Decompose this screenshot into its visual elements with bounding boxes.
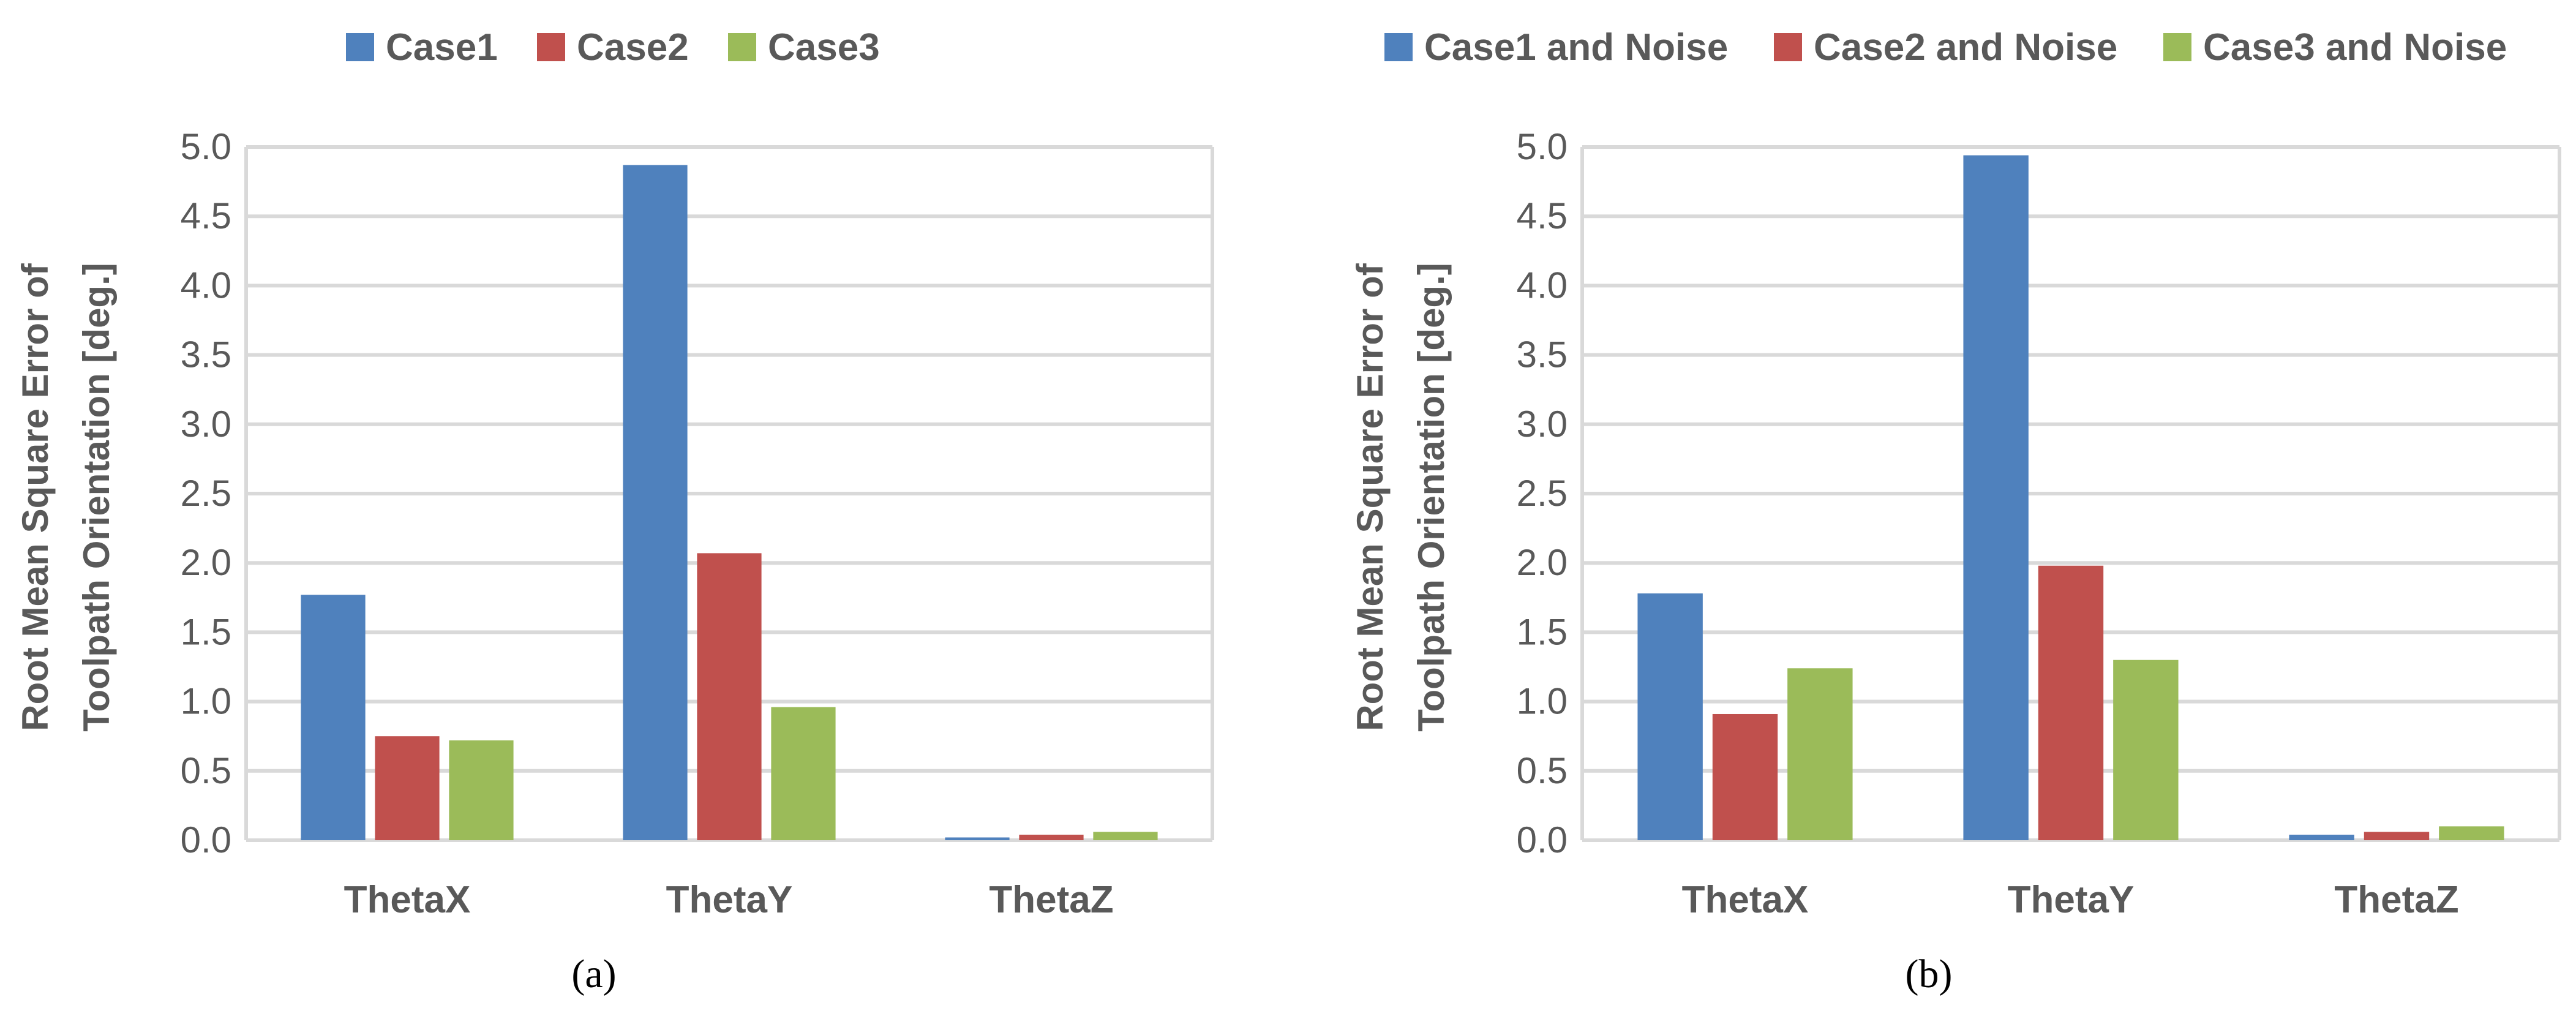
bar-thetay-series2	[2038, 565, 2104, 840]
bar-thetay-series3	[2113, 660, 2179, 840]
bar-thetaz-series3	[1093, 832, 1158, 840]
bar-thetaz-series2	[2364, 832, 2430, 840]
x-category-label: ThetaY	[666, 879, 793, 921]
y-axis-label: Toolpath Orientation [deg.]	[76, 263, 117, 731]
panel-label: (a)	[571, 952, 616, 996]
legend-entry: Case3	[768, 26, 880, 69]
y-tick-label: 2.5	[181, 473, 231, 514]
y-axis-label: Toolpath Orientation [deg.]	[1411, 263, 1452, 731]
legend-swatch	[346, 33, 374, 61]
bar-thetaz-series3	[2439, 826, 2504, 840]
x-category-label: ThetaX	[1682, 879, 1809, 921]
panel-label: (b)	[1906, 952, 1953, 996]
y-tick-label: 1.5	[181, 611, 231, 652]
y-tick-label: 0.0	[1517, 819, 1568, 860]
bar-thetax-series2	[1712, 713, 1778, 840]
bar-thetay-series3	[771, 707, 836, 840]
y-tick-label: 4.0	[181, 265, 231, 306]
legend-entry: Case1	[386, 26, 498, 69]
y-tick-label: 0.0	[181, 819, 231, 860]
y-tick-label: 1.0	[181, 681, 231, 722]
y-axis-label: Root Mean Square Error of	[15, 263, 56, 731]
bar-thetaz-series1	[2289, 834, 2354, 840]
legend-swatch	[1384, 33, 1413, 61]
y-tick-label: 3.0	[181, 404, 231, 445]
y-tick-label: 4.5	[181, 195, 231, 236]
legend-swatch	[537, 33, 565, 61]
y-tick-label: 4.0	[1517, 265, 1568, 306]
x-category-label: ThetaZ	[2334, 879, 2458, 921]
legend-entry: Case2 and Noise	[1814, 26, 2117, 69]
bar-thetaz-series2	[1019, 834, 1084, 840]
y-tick-label: 4.5	[1517, 195, 1568, 236]
y-tick-label: 3.5	[181, 334, 231, 375]
y-tick-label: 5.0	[181, 126, 231, 167]
bar-thetay-series1	[1963, 155, 2029, 841]
legend-swatch	[728, 33, 756, 61]
legend-entry: Case2	[577, 26, 689, 69]
y-tick-label: 5.0	[1517, 126, 1568, 167]
bar-thetax-series3	[1787, 668, 1853, 840]
chart-panel-b: 0.0 0.5 1.0 1.5 2.0 2.5 3.0 3.5 4.0 4.5 5.0 ThetaX T…	[1350, 26, 2561, 996]
legend-entry: Case3 and Noise	[2203, 26, 2507, 69]
legend-swatch	[2163, 33, 2191, 61]
y-axis-label: Root Mean Square Error of	[1350, 263, 1391, 731]
bar-thetay-series1	[623, 165, 688, 840]
y-tick-label: 3.5	[1517, 334, 1568, 375]
x-category-label: ThetaZ	[989, 879, 1113, 921]
x-category-label: ThetaX	[344, 879, 471, 921]
y-tick-label: 2.0	[181, 542, 231, 583]
bar-thetax-series3	[449, 740, 514, 840]
bar-thetax-series1	[301, 595, 366, 840]
y-tick-label: 1.0	[1517, 681, 1568, 722]
chart-panel-a: 0.0 0.5 1.0 1.5 2.0 2.5 3.0 3.5 4.0 4.5 5.0 ThetaX T…	[15, 26, 1214, 996]
y-tick-label: 0.5	[1517, 750, 1568, 791]
bar-thetax-series2	[375, 736, 440, 840]
y-tick-label: 2.5	[1517, 473, 1568, 514]
legend-entry: Case1 and Noise	[1424, 26, 1728, 69]
y-tick-label: 2.0	[1517, 542, 1568, 583]
y-tick-label: 1.5	[1517, 611, 1568, 652]
x-category-label: ThetaY	[2008, 879, 2135, 921]
legend-swatch	[1774, 33, 1802, 61]
bar-thetay-series2	[697, 553, 762, 840]
bar-thetax-series1	[1637, 593, 1703, 840]
y-tick-label: 0.5	[181, 750, 231, 791]
y-tick-label: 3.0	[1517, 404, 1568, 445]
bar-thetaz-series1	[945, 837, 1010, 840]
